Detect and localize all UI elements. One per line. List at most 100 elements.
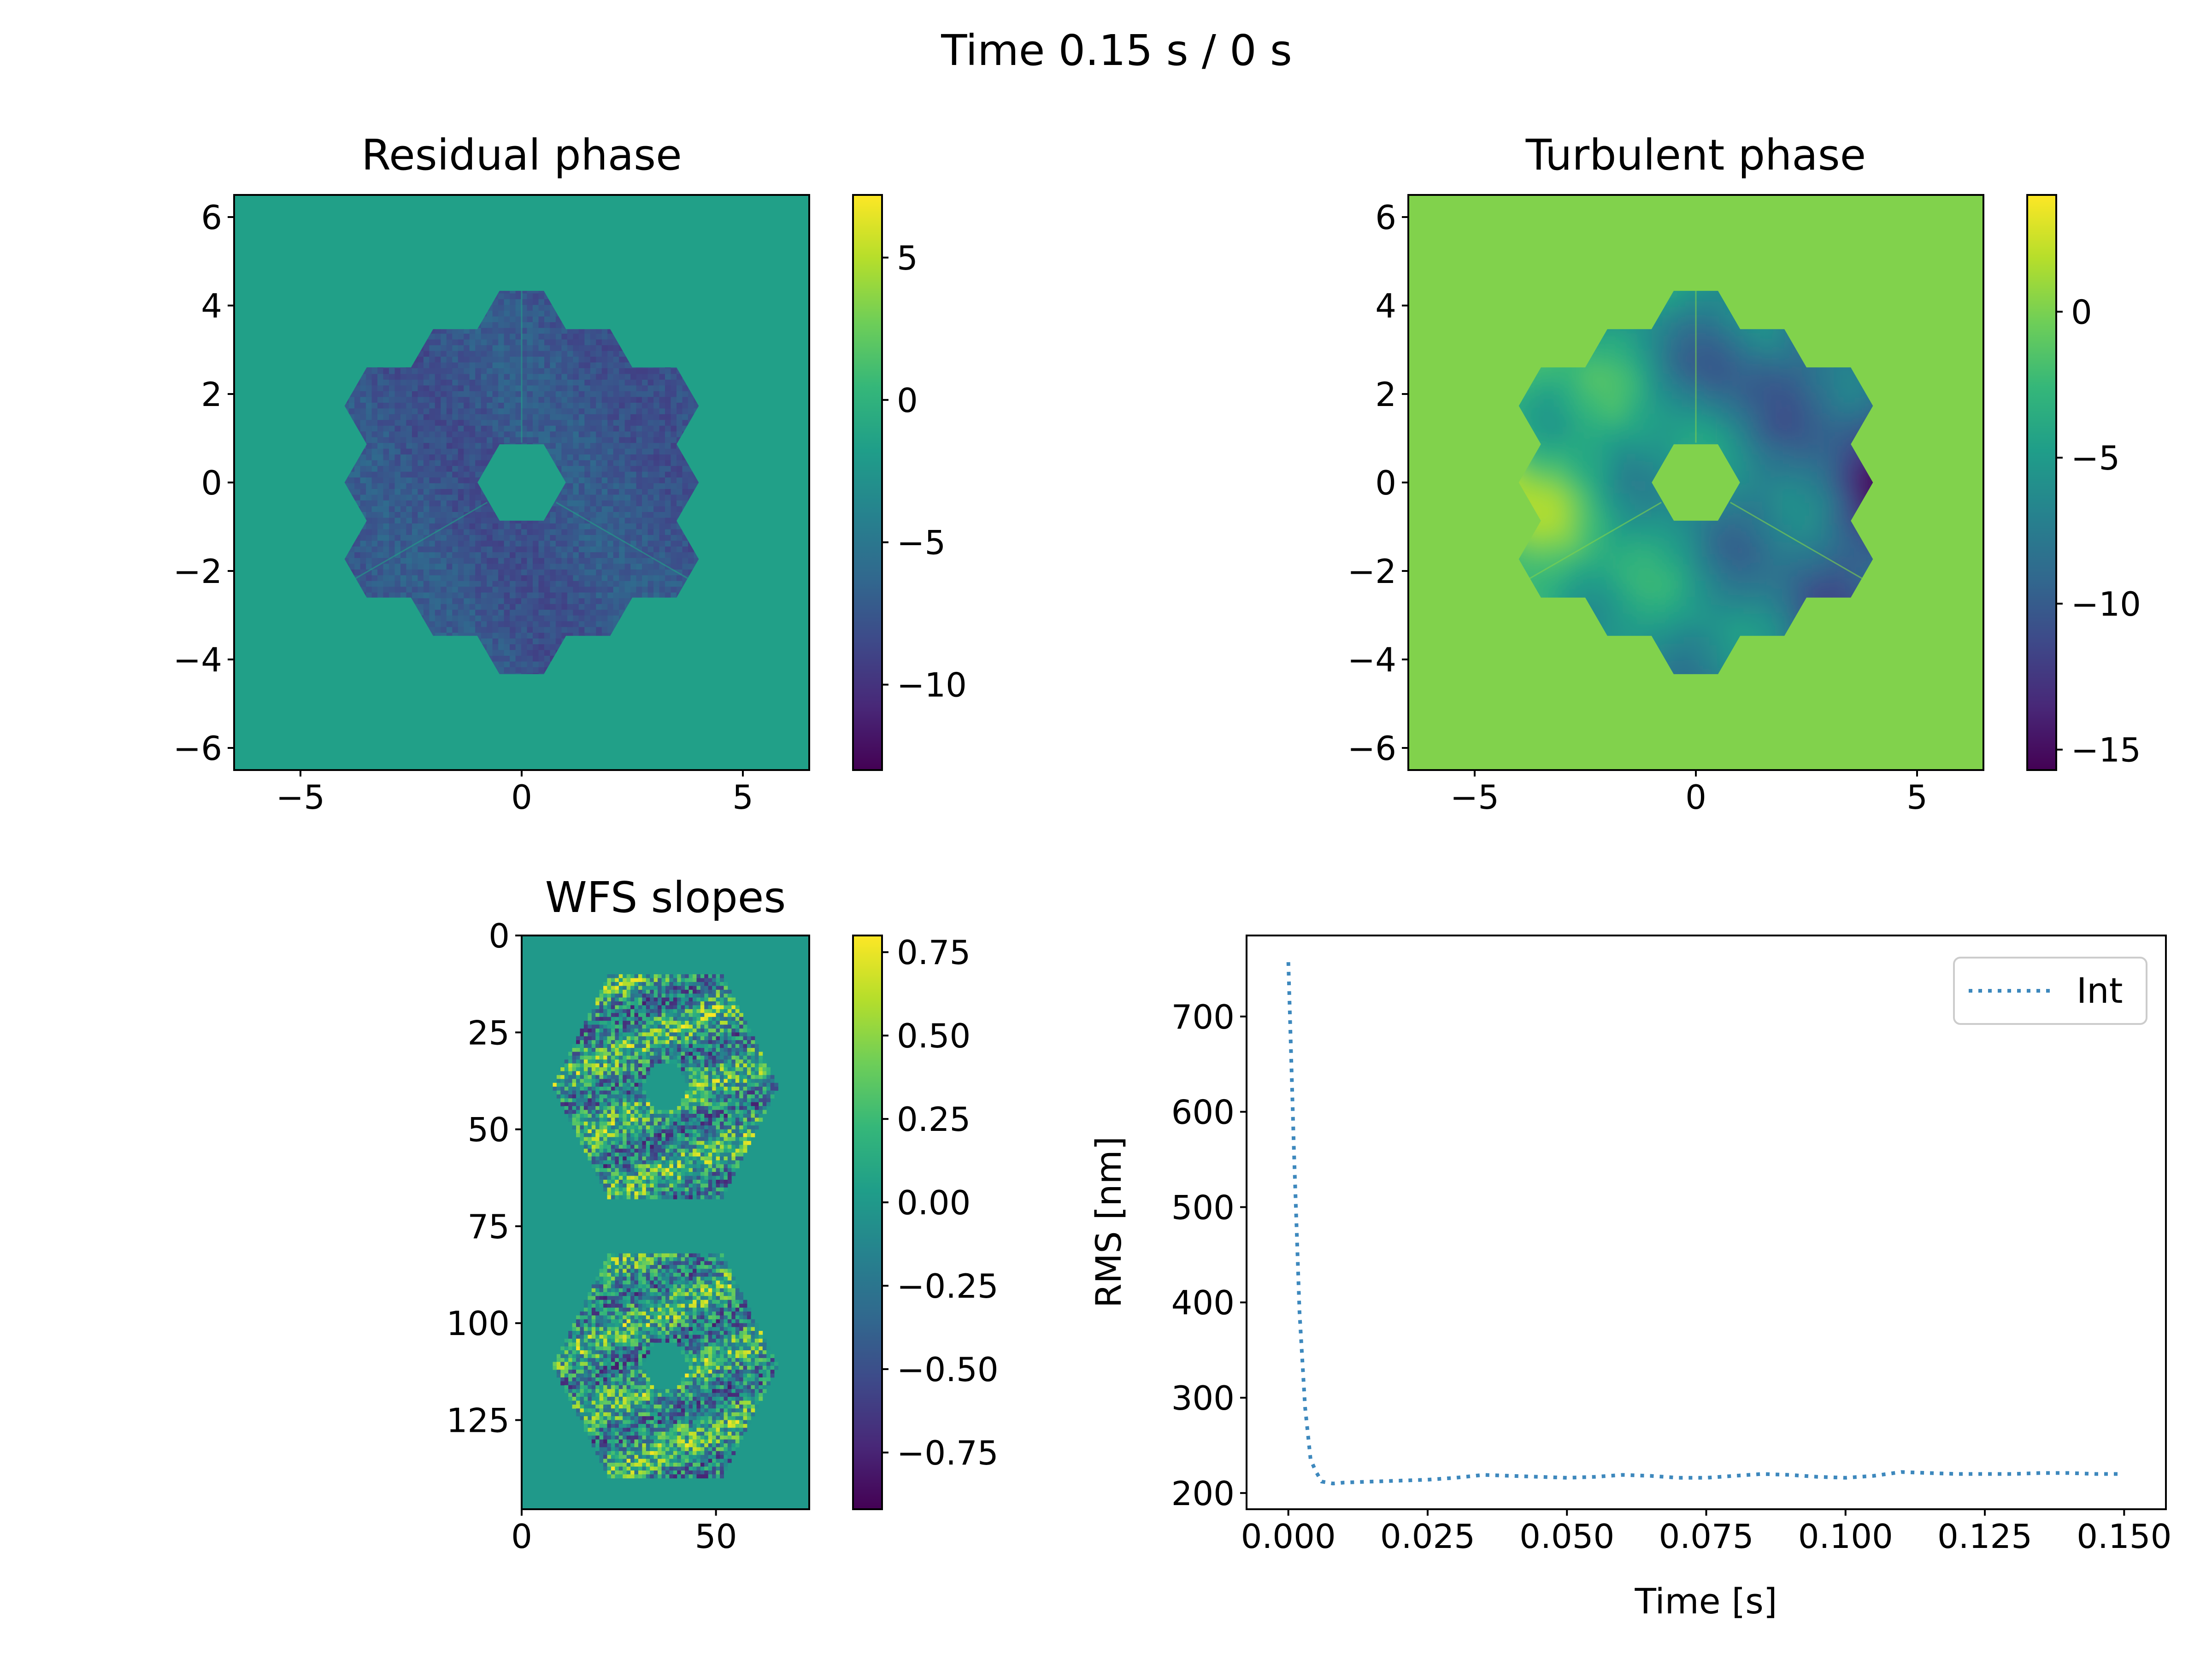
residual-phase-pixel — [452, 569, 459, 576]
residual-phase-pixel — [366, 523, 372, 529]
residual-phase-pixel — [584, 345, 591, 351]
residual-phase-pixel — [464, 385, 470, 391]
residual-phase-pixel — [498, 563, 505, 570]
residual-phase-pixel — [418, 563, 424, 570]
residual-phase-pixel — [515, 604, 522, 610]
residual-phase-pixel — [418, 598, 424, 604]
residual-phase-pixel — [573, 483, 579, 489]
residual-phase-pixel — [469, 333, 476, 340]
residual-phase-pixel — [400, 379, 407, 386]
residual-phase-pixel — [481, 581, 487, 587]
residual-phase-pixel — [452, 408, 459, 414]
residual-phase-pixel — [412, 558, 418, 564]
residual-phase-pixel — [521, 661, 528, 667]
residual-phase-pixel — [584, 581, 591, 587]
residual-phase-pixel — [360, 529, 366, 535]
residual-phase-pixel — [596, 500, 602, 506]
residual-phase-pixel — [567, 569, 573, 576]
residual-phase-pixel — [498, 437, 505, 443]
residual-phase-pixel — [423, 604, 429, 610]
residual-phase-pixel — [423, 465, 429, 472]
residual-phase-pixel — [504, 310, 510, 317]
residual-phase-pixel — [596, 333, 602, 340]
residual-phase-pixel — [521, 655, 528, 662]
residual-phase-pixel — [418, 586, 424, 593]
residual-phase-pixel — [561, 529, 568, 535]
residual-phase-pixel — [481, 356, 487, 363]
residual-phase-pixel — [573, 563, 579, 570]
residual-phase-pixel — [446, 621, 453, 627]
residual-phase-pixel — [596, 356, 602, 363]
residual-phase-pixel — [481, 586, 487, 593]
residual-phase-pixel — [550, 523, 556, 529]
residual-phase-pixel — [527, 408, 533, 414]
residual-phase-pixel — [481, 379, 487, 386]
residual-phase-pixel — [550, 569, 556, 576]
residual-phase-pixel — [412, 402, 418, 409]
residual-phase-pixel — [377, 425, 384, 432]
residual-phase-pixel — [423, 558, 429, 564]
residual-phase-pixel — [429, 333, 435, 340]
residual-phase-pixel — [366, 437, 372, 443]
residual-phase-pixel — [348, 477, 355, 483]
residual-phase-pixel — [446, 385, 453, 391]
residual-phase-pixel — [578, 362, 585, 368]
residual-phase-pixel — [555, 569, 562, 576]
residual-phase-pixel — [469, 396, 476, 403]
residual-phase-pixel — [596, 419, 602, 426]
residual-phase-pixel — [538, 586, 545, 593]
residual-phase-pixel — [360, 552, 366, 558]
residual-phase-pixel — [515, 621, 522, 627]
residual-phase-pixel — [400, 535, 407, 541]
residual-phase-pixel — [464, 431, 470, 437]
residual-phase-pixel — [435, 494, 441, 500]
residual-phase-pixel — [601, 558, 608, 564]
residual-phase-pixel — [406, 373, 412, 380]
residual-phase-pixel — [533, 661, 539, 667]
residual-phase-pixel — [498, 373, 505, 380]
residual-phase-pixel — [510, 592, 516, 599]
residual-phase-pixel — [544, 391, 551, 397]
residual-phase-pixel — [441, 425, 447, 432]
residual-phase-pixel — [481, 627, 487, 633]
residual-phase-pixel — [573, 517, 579, 524]
residual-phase-pixel — [389, 586, 395, 593]
residual-phase-pixel — [452, 598, 459, 604]
residual-phase-pixel — [521, 592, 528, 599]
residual-phase-pixel — [561, 546, 568, 553]
residual-phase-pixel — [469, 523, 476, 529]
residual-phase-pixel — [389, 523, 395, 529]
residual-phase-pixel — [441, 465, 447, 472]
residual-phase-pixel — [354, 396, 361, 403]
residual-phase-pixel — [475, 345, 482, 351]
residual-phase-pixel — [354, 552, 361, 558]
residual-phase-pixel — [584, 569, 591, 576]
residual-phase-pixel — [366, 442, 372, 449]
residual-phase-pixel — [510, 649, 516, 656]
residual-phase-pixel — [550, 408, 556, 414]
residual-phase-pixel — [366, 477, 372, 483]
residual-phase-pixel — [458, 552, 464, 558]
residual-phase-pixel — [475, 465, 482, 472]
residual-phase-pixel — [348, 396, 355, 403]
residual-phase-pixel — [573, 592, 579, 599]
residual-phase-pixel — [441, 345, 447, 351]
residual-phase-pixel — [423, 586, 429, 593]
residual-phase-pixel — [527, 581, 533, 587]
residual-phase-pixel — [510, 362, 516, 368]
residual-phase-pixel — [515, 529, 522, 535]
residual-phase-pixel — [452, 373, 459, 380]
residual-phase-pixel — [435, 569, 441, 576]
residual-phase-pixel — [458, 483, 464, 489]
residual-phase-pixel — [377, 437, 384, 443]
residual-phase-pixel — [366, 408, 372, 414]
residual-phase-pixel — [515, 586, 522, 593]
residual-phase-pixel — [371, 581, 378, 587]
residual-phase-pixel — [521, 339, 528, 346]
residual-phase-pixel — [492, 442, 499, 449]
residual-phase-pixel — [400, 460, 407, 466]
residual-phase-pixel — [441, 563, 447, 570]
residual-phase-pixel — [423, 408, 429, 414]
residual-phase-pixel — [521, 350, 528, 357]
residual-phase-pixel — [412, 368, 418, 374]
